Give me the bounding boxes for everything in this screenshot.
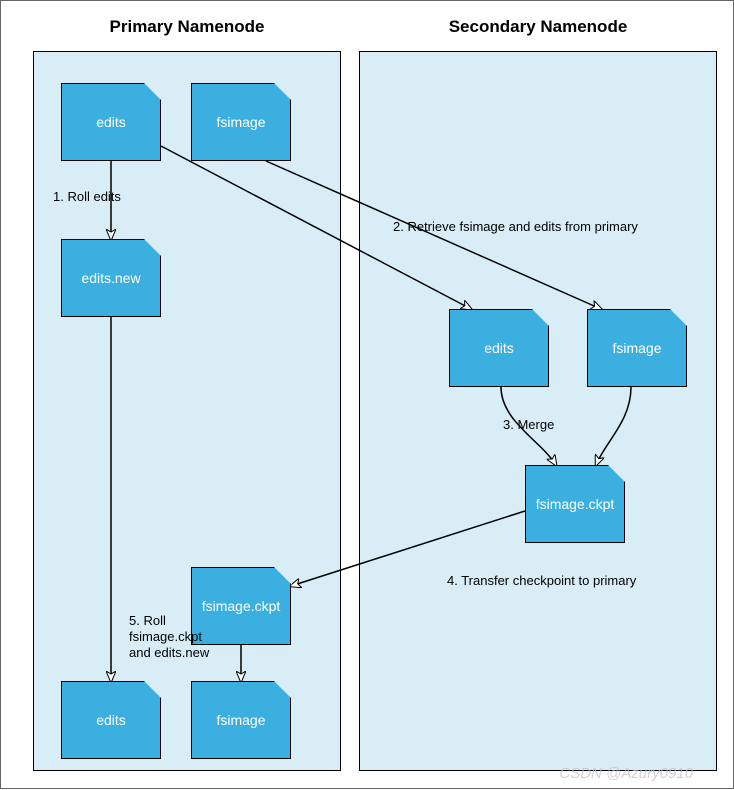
step-5-label-b: fsimage.ckpt <box>129 629 202 645</box>
node-label: fsimage.ckpt <box>202 598 281 614</box>
node-p-edits-top: edits <box>61 83 161 161</box>
node-label: fsimage <box>216 712 265 728</box>
step-5-label-c: and edits.new <box>129 645 209 661</box>
node-label: edits <box>96 712 126 728</box>
node-label: edits <box>484 340 514 356</box>
node-p-edits-bot: edits <box>61 681 161 759</box>
node-s-fsimage-ckpt: fsimage.ckpt <box>525 465 625 543</box>
node-label: fsimage <box>612 340 661 356</box>
panel-secondary <box>359 51 717 771</box>
node-p-edits-new: edits.new <box>61 239 161 317</box>
node-label: fsimage.ckpt <box>536 496 615 512</box>
node-s-edits: edits <box>449 309 549 387</box>
node-p-fsimage-top: fsimage <box>191 83 291 161</box>
step-5-label-a: 5. Roll <box>129 613 166 629</box>
node-label: edits <box>96 114 126 130</box>
step-4-label: 4. Transfer checkpoint to primary <box>447 573 636 589</box>
header-primary: Primary Namenode <box>33 17 341 37</box>
node-s-fsimage: fsimage <box>587 309 687 387</box>
header-secondary: Secondary Namenode <box>359 17 717 37</box>
step-2-label: 2. Retrieve fsimage and edits from prima… <box>393 219 638 235</box>
node-label: fsimage <box>216 114 265 130</box>
node-p-fsimage-bot: fsimage <box>191 681 291 759</box>
diagram-canvas: Primary Namenode Secondary Namenode edit… <box>0 0 734 789</box>
step-3-label: 3. Merge <box>503 417 554 433</box>
node-label: edits.new <box>81 270 140 286</box>
watermark: CSDN @Azury0910 <box>559 765 693 782</box>
node-p-fsimage-ckpt: fsimage.ckpt <box>191 567 291 645</box>
step-1-label: 1. Roll edits <box>53 189 121 205</box>
